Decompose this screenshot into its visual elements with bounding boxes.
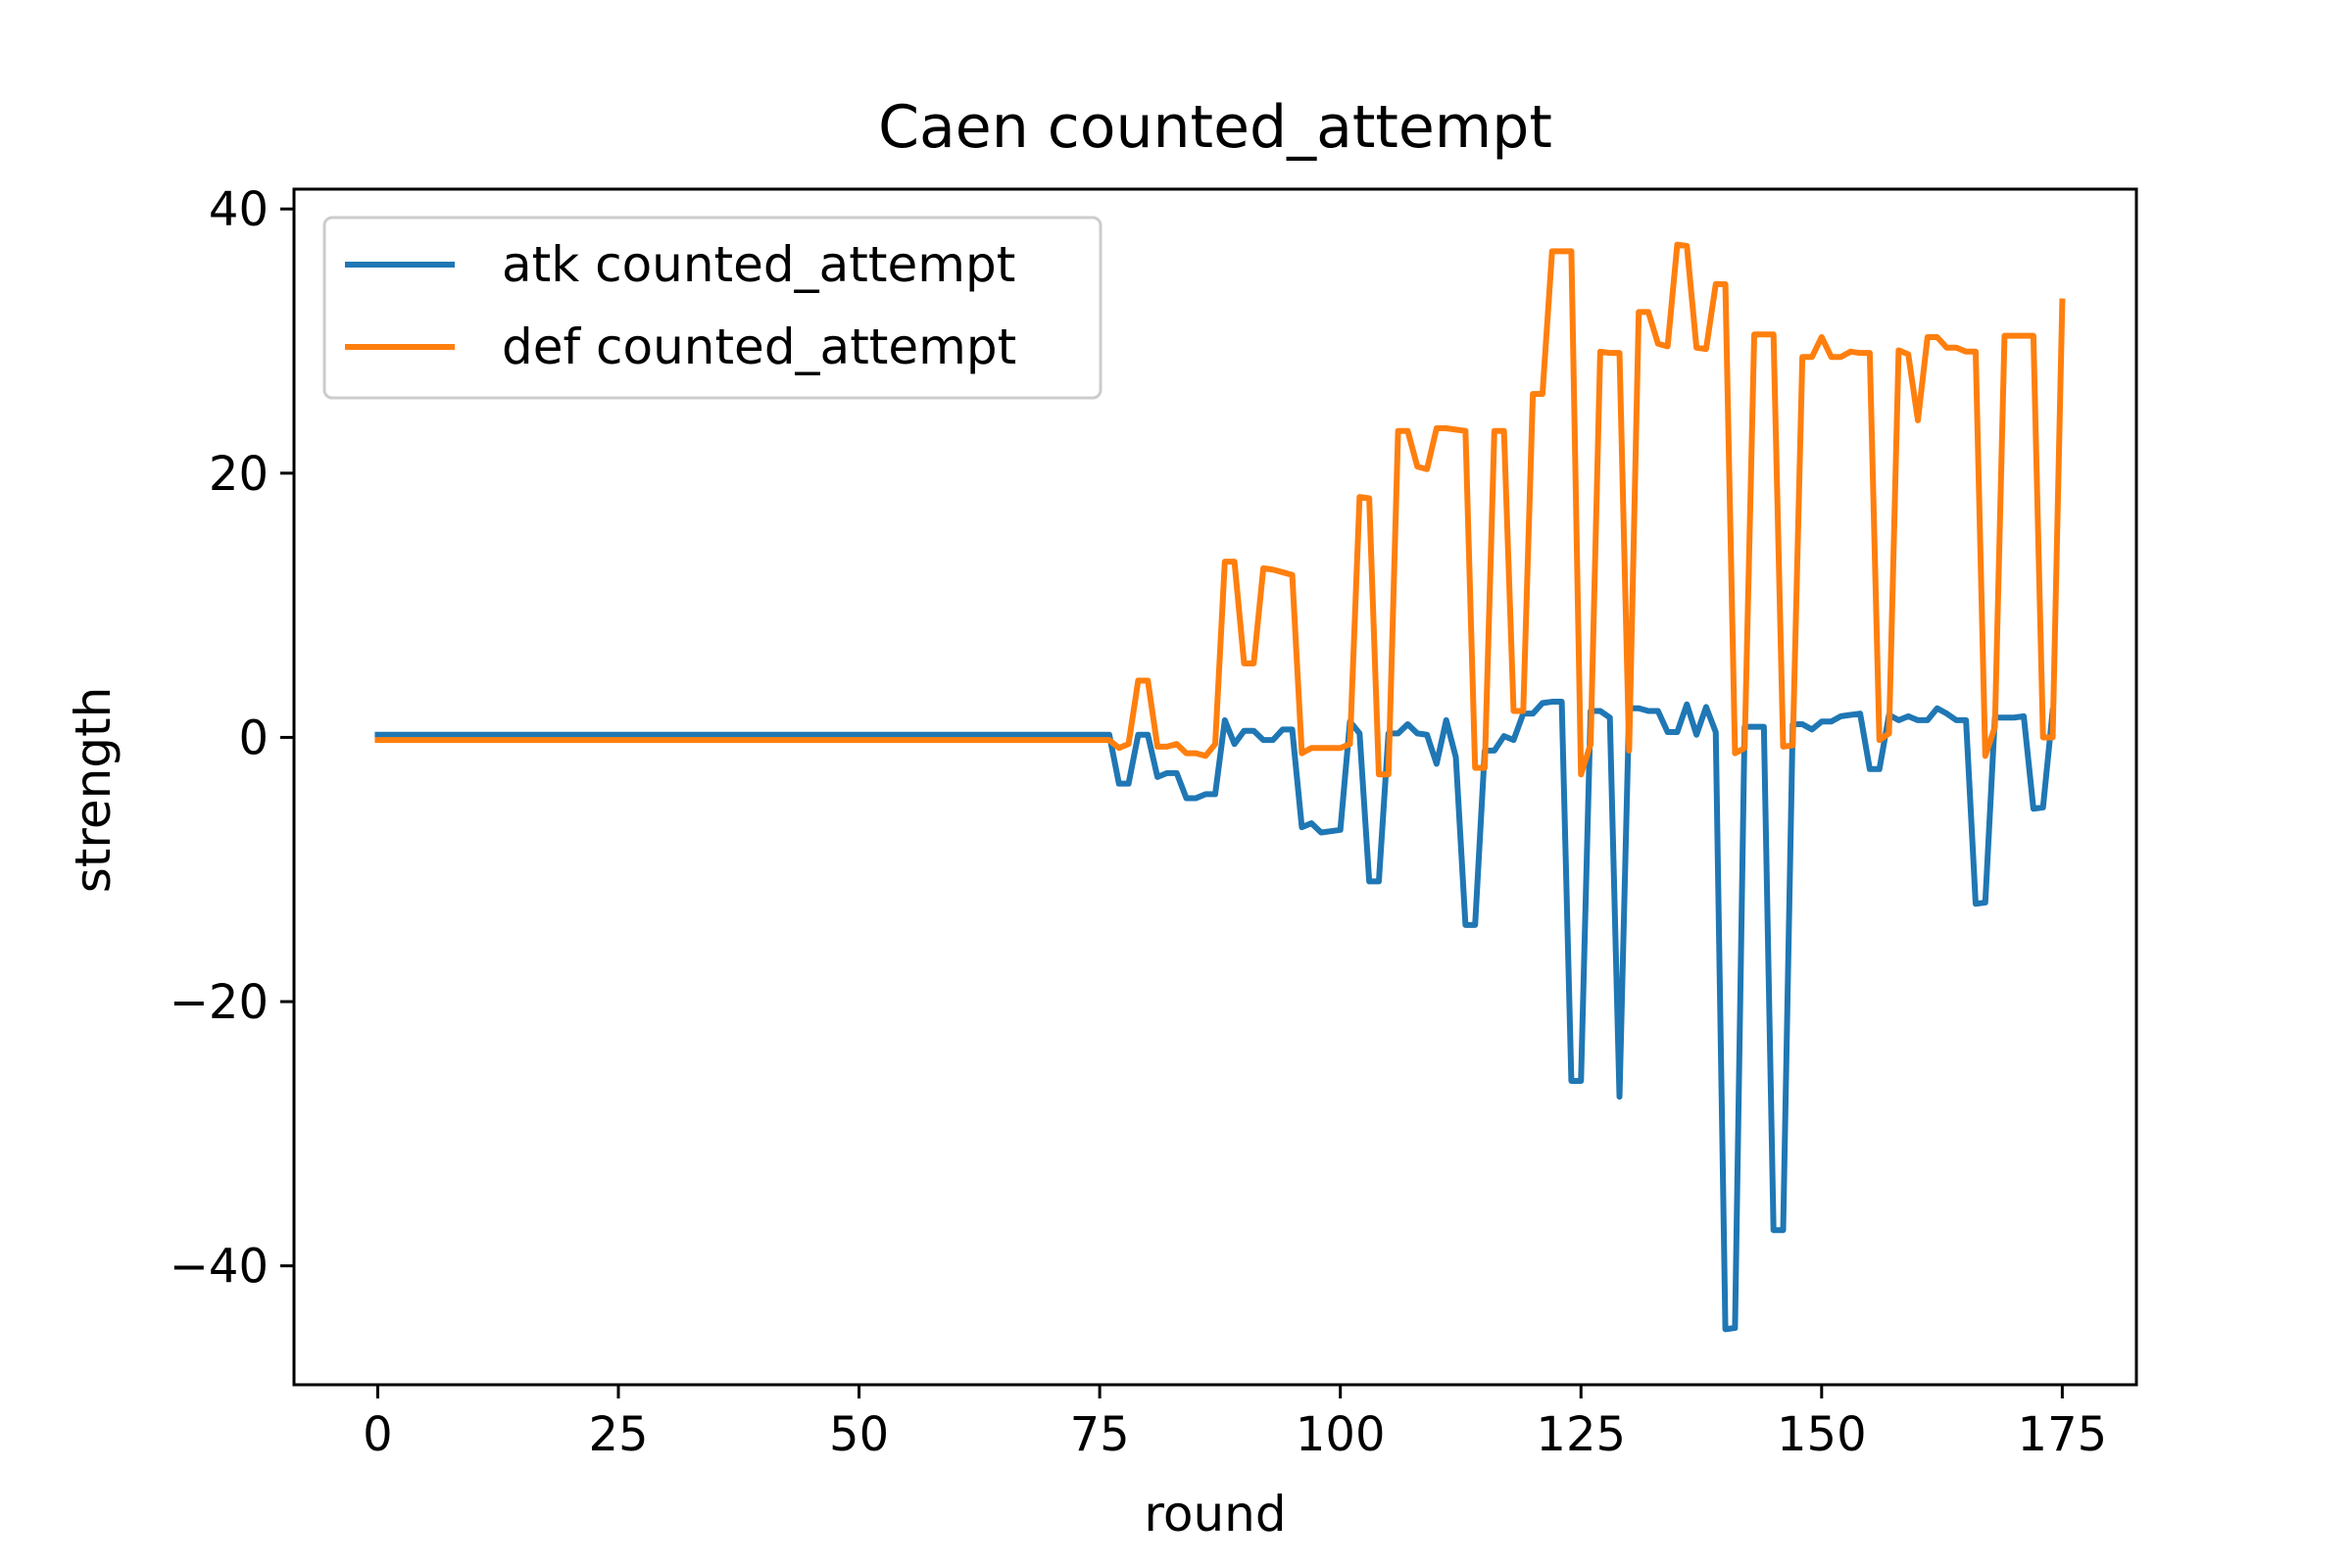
x-tick-label: 25 bbox=[588, 1407, 648, 1462]
x-tick-label: 75 bbox=[1070, 1407, 1130, 1462]
y-axis-label: strength bbox=[65, 687, 122, 894]
chart-title: Caen counted_attempt bbox=[878, 93, 1552, 162]
y-tick-label: 40 bbox=[209, 182, 269, 237]
x-tick-label: 50 bbox=[829, 1407, 889, 1462]
legend-box bbox=[322, 216, 1102, 400]
legend-label-atk: atk counted_attempt bbox=[502, 236, 1015, 293]
legend-label-def: def counted_attempt bbox=[502, 318, 1016, 375]
y-tick-label: −40 bbox=[170, 1240, 269, 1295]
series-line-atk bbox=[374, 699, 2056, 1333]
series-line-def bbox=[374, 241, 2066, 778]
x-tick-label: 100 bbox=[1296, 1407, 1386, 1462]
y-tick-label: −20 bbox=[170, 975, 269, 1030]
plot-area: 0 25 50 75 100 125 150 175 −40 −20 0 20 40 atk counte… bbox=[170, 182, 2138, 1462]
x-tick-label: 150 bbox=[1777, 1407, 1867, 1462]
axes-frame bbox=[292, 187, 2138, 1387]
x-tick-label: 125 bbox=[1536, 1407, 1626, 1462]
x-tick-label: 175 bbox=[2018, 1407, 2108, 1462]
y-tick-label: 20 bbox=[209, 447, 269, 502]
x-axis-label: round bbox=[1144, 1486, 1286, 1543]
x-tick-label: 0 bbox=[363, 1407, 393, 1462]
y-tick-label: 0 bbox=[238, 710, 269, 765]
